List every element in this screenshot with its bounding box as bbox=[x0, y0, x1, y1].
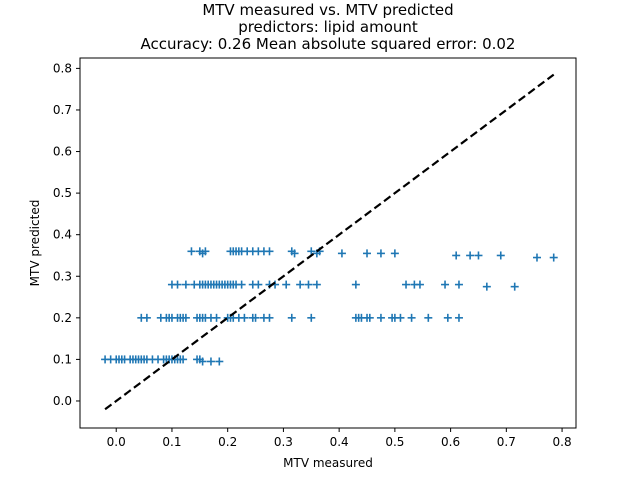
data-point bbox=[237, 280, 246, 289]
data-point bbox=[240, 313, 249, 322]
data-point bbox=[454, 280, 463, 289]
data-point bbox=[304, 280, 313, 289]
data-point bbox=[496, 251, 505, 260]
data-point bbox=[179, 355, 188, 364]
data-point bbox=[415, 280, 424, 289]
data-point bbox=[452, 251, 461, 260]
reference-diagonal-line bbox=[104, 73, 555, 411]
data-point bbox=[181, 280, 190, 289]
y-tick-label: 0.2 bbox=[53, 311, 72, 325]
data-point bbox=[142, 313, 151, 322]
data-point bbox=[376, 249, 385, 258]
data-point bbox=[187, 247, 196, 256]
data-point bbox=[201, 247, 210, 256]
data-point bbox=[365, 313, 374, 322]
data-point bbox=[474, 251, 483, 260]
y-tick-label: 0.6 bbox=[53, 145, 72, 159]
data-point bbox=[290, 249, 299, 258]
x-tick-label: 0.4 bbox=[330, 435, 349, 449]
data-point bbox=[351, 280, 360, 289]
data-point bbox=[363, 249, 372, 258]
data-point bbox=[407, 313, 416, 322]
data-point bbox=[441, 280, 450, 289]
chart-title-line-1: MTV measured vs. MTV predicted bbox=[202, 1, 453, 19]
y-tick-label: 0.8 bbox=[53, 61, 72, 75]
data-point bbox=[396, 313, 405, 322]
data-point bbox=[265, 247, 274, 256]
y-axis-label: MTV predicted bbox=[28, 200, 42, 287]
data-point bbox=[251, 313, 260, 322]
data-point bbox=[424, 313, 433, 322]
data-point bbox=[312, 280, 321, 289]
data-points bbox=[101, 247, 558, 366]
data-point bbox=[482, 282, 491, 291]
x-tick-label: 0.6 bbox=[441, 435, 460, 449]
data-point bbox=[549, 253, 558, 262]
y-tick-label: 0.1 bbox=[53, 352, 72, 366]
x-tick-label: 0.3 bbox=[274, 435, 293, 449]
y-tick-label: 0.7 bbox=[53, 103, 72, 117]
data-point bbox=[307, 247, 316, 256]
data-point bbox=[402, 280, 411, 289]
data-point bbox=[390, 249, 399, 258]
data-point bbox=[510, 282, 519, 291]
data-point bbox=[337, 249, 346, 258]
data-point bbox=[173, 280, 182, 289]
x-tick-label: 0.7 bbox=[497, 435, 516, 449]
chart-title-line-3: Accuracy: 0.26 Mean absolute squared err… bbox=[141, 35, 516, 53]
data-point bbox=[287, 313, 296, 322]
data-point bbox=[181, 313, 190, 322]
x-tick-label: 0.5 bbox=[385, 435, 404, 449]
x-axis-label: MTV measured bbox=[283, 456, 373, 470]
data-point bbox=[307, 313, 316, 322]
plot-area: 0.0 0.1 0.2 0.3 0.4 0.5 0.6 0.7 0.8 0.0 0.1 0.2 0.3… bbox=[53, 57, 577, 449]
x-tick-label: 0.0 bbox=[107, 435, 126, 449]
data-point bbox=[532, 253, 541, 262]
data-point bbox=[265, 313, 274, 322]
x-tick-label: 0.1 bbox=[162, 435, 181, 449]
data-point bbox=[443, 313, 452, 322]
chart-title-line-2: predictors: lipid amount bbox=[238, 18, 418, 36]
data-point bbox=[215, 357, 224, 366]
y-tick-label: 0.4 bbox=[53, 228, 72, 242]
y-tick-label: 0.5 bbox=[53, 186, 72, 200]
data-point bbox=[254, 280, 263, 289]
data-point bbox=[466, 251, 475, 260]
x-axis-ticks: 0.0 0.1 0.2 0.3 0.4 0.5 0.6 0.7 0.8 bbox=[107, 428, 572, 449]
y-tick-label: 0.0 bbox=[53, 394, 72, 408]
y-axis-ticks: 0.0 0.1 0.2 0.3 0.4 0.5 0.6 0.7 0.8 bbox=[53, 61, 80, 408]
data-point bbox=[198, 357, 207, 366]
x-tick-label: 0.2 bbox=[218, 435, 237, 449]
data-point bbox=[212, 313, 221, 322]
y-tick-label: 0.3 bbox=[53, 269, 72, 283]
x-tick-label: 0.8 bbox=[553, 435, 572, 449]
data-point bbox=[282, 280, 291, 289]
data-point bbox=[206, 357, 215, 366]
axes-frame bbox=[79, 57, 577, 429]
data-point bbox=[376, 313, 385, 322]
data-point bbox=[454, 313, 463, 322]
data-point bbox=[296, 280, 305, 289]
